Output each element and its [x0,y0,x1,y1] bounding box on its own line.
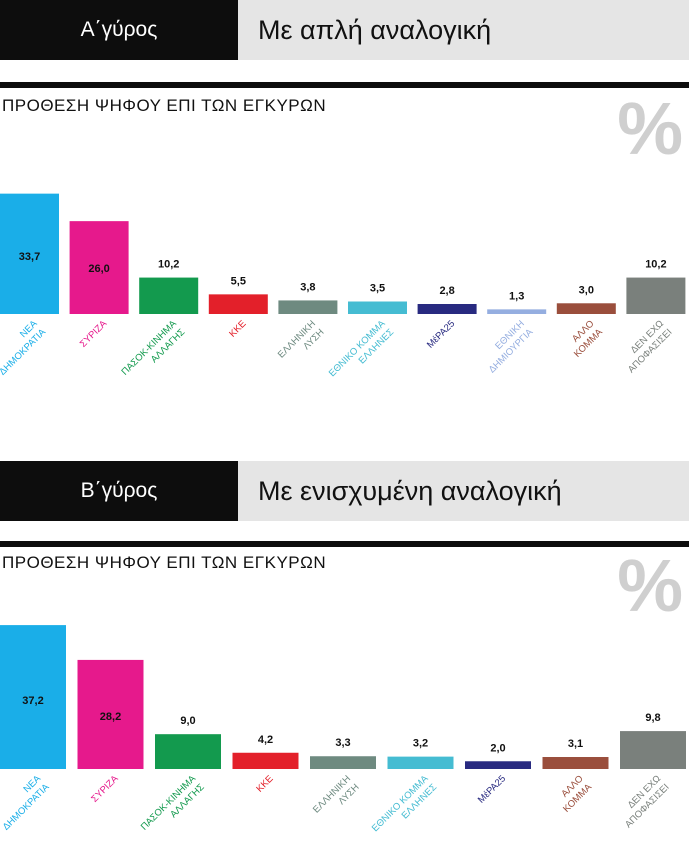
round-1-percent-icon: % [617,87,683,170]
category-label-7: ΜέΡΑ25 [425,318,457,350]
value-label-4: 5,5 [231,275,246,287]
value-label-7: 2,0 [490,742,505,754]
value-label-3: 10,2 [158,259,179,271]
bar-2 [69,221,129,314]
bar-3 [139,277,199,314]
bar-1 [0,193,59,314]
bar-3 [155,734,221,769]
value-label-7: 2,8 [439,285,454,297]
category-label-line: ΜέΡΑ25 [476,773,508,805]
value-label-9: 9,8 [645,712,660,724]
round-1-header: Α΄γύρος Με απλή αναλογική [0,0,689,60]
category-label-line: ΣΥΡΙΖΑ [89,773,121,805]
bar-5 [278,300,338,314]
category-label-7: ΜέΡΑ25 [476,773,508,805]
bar-10 [626,277,686,314]
round-1-rule [0,82,689,88]
bar-7 [465,761,531,769]
category-label-2: ΣΥΡΙΖΑ [89,773,121,805]
category-label-4: ΚΚΕ [254,773,275,794]
value-label-2: 28,2 [100,711,121,723]
round-1-method: Με απλή αναλογική [238,0,689,60]
value-label-5: 3,3 [335,737,350,749]
category-label-4: ΚΚΕ [227,318,248,339]
round-2-label: Β΄γύρος [0,461,238,521]
value-label-6: 3,5 [370,283,385,295]
round-2-header: Β΄γύρος Με ενισχυμένη αναλογική [0,461,689,521]
category-label-line: ΣΥΡΙΖΑ [78,318,110,350]
bar-6 [387,756,454,769]
bar-9 [620,731,686,769]
bar-5 [310,756,376,769]
round-2-subtitle: ΠΡΟΘΕΣΗ ΨΗΦΟΥ ΕΠΙ ΤΩΝ ΕΓΚΥΡΩΝ [2,553,327,572]
round-2-rule [0,541,689,547]
value-label-9: 3,0 [579,284,594,296]
value-label-5: 3,8 [300,281,315,293]
value-label-1: 37,2 [22,695,43,707]
category-label-2: ΣΥΡΙΖΑ [78,318,110,350]
category-label-line: ΜέΡΑ25 [425,318,457,350]
bar-9 [556,303,616,314]
category-label-line: ΚΚΕ [227,318,248,339]
bar-8 [542,757,609,769]
round-2-section: Β΄γύρος Με ενισχυμένη αναλογική ΠΡΟΘΕΣΗ … [0,461,689,849]
value-label-8: 1,3 [509,290,524,302]
bar-1 [0,625,66,769]
value-label-1: 33,7 [19,251,40,263]
round-1-label: Α΄γύρος [0,0,238,60]
category-label-line: ΚΚΕ [254,773,275,794]
value-label-10: 10,2 [645,259,666,271]
bar-8 [487,309,547,314]
value-label-8: 3,1 [568,738,583,750]
bar-4 [232,752,299,769]
value-label-4: 4,2 [258,734,273,746]
round-2-method: Με ενισχυμένη αναλογική [238,461,689,521]
round-1-subtitle: ΠΡΟΘΕΣΗ ΨΗΦΟΥ ΕΠΙ ΤΩΝ ΕΓΚΥΡΩΝ [2,96,327,115]
bar-7 [417,304,477,314]
bar-2 [77,659,144,769]
round-1-section: Α΄γύρος Με απλή αναλογική ΠΡΟΘΕΣΗ ΨΗΦΟΥ … [0,0,689,379]
value-label-2: 26,0 [88,263,109,275]
round-2-percent-icon: % [617,544,683,627]
value-label-3: 9,0 [180,715,195,727]
bar-4 [208,294,268,314]
value-label-6: 3,2 [413,738,428,750]
bar-6 [348,301,407,314]
